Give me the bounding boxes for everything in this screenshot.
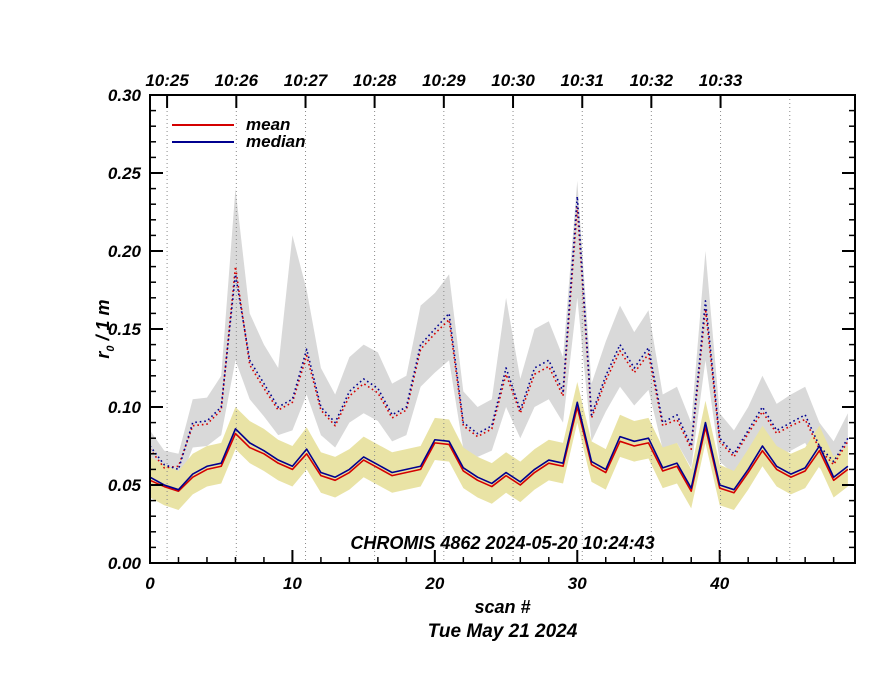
svg-text:10:25: 10:25 [145,71,189,90]
legend: mean median [172,116,306,150]
svg-text:0.25: 0.25 [108,164,142,183]
svg-text:10:32: 10:32 [630,71,674,90]
plot-annotation: CHROMIS 4862 2024-05-20 10:24:43 [350,533,655,553]
svg-text:0.10: 0.10 [108,398,142,417]
svg-text:0: 0 [145,574,155,593]
legend-label-median: median [246,132,306,151]
svg-text:10:29: 10:29 [422,71,466,90]
median-line-swatch [172,140,234,143]
svg-text:0.30: 0.30 [108,86,142,105]
legend-item-median: median [172,133,306,150]
svg-text:0.05: 0.05 [108,476,142,495]
svg-text:10:26: 10:26 [215,71,259,90]
svg-text:0.00: 0.00 [108,554,142,573]
svg-text:10: 10 [283,574,302,593]
svg-text:0.20: 0.20 [108,242,142,261]
svg-text:10:30: 10:30 [491,71,535,90]
svg-text:10:28: 10:28 [353,71,397,90]
date-label: Tue May 21 2024 [427,621,578,642]
x-axis-label: scan # [474,597,531,617]
svg-text:30: 30 [568,574,587,593]
legend-item-mean: mean [172,116,306,133]
legend-label-mean: mean [246,115,291,134]
y-axis-label: r0 / 1 m [93,299,117,359]
svg-text:10:27: 10:27 [284,71,329,90]
svg-text:10:31: 10:31 [561,71,604,90]
svg-text:20: 20 [424,574,444,593]
mean-line-swatch [172,123,234,126]
svg-text:40: 40 [709,574,729,593]
svg-text:0.15: 0.15 [108,320,142,339]
svg-text:10:33: 10:33 [699,71,743,90]
